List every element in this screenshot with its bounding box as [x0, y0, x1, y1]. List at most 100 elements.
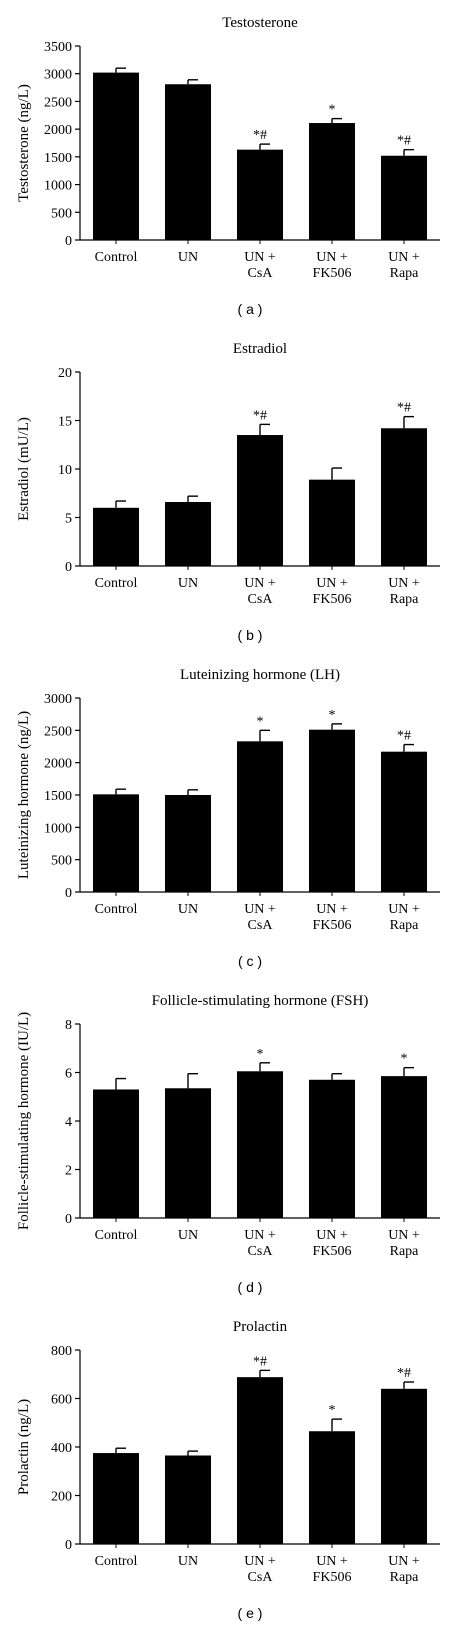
y-tick-label: 1000 [44, 179, 72, 194]
y-tick-label: 2000 [44, 123, 72, 138]
y-tick-label: 500 [51, 206, 72, 221]
y-tick-label: 600 [51, 1393, 72, 1408]
chart-panel-5: Prolactin Prolactin (ng/L) 0 200 400 600 800 Co… [16, 1319, 440, 1621]
chart-panel-2: Estradiol Estradiol (mU/L) 0 5 10 15 20 Control… [16, 341, 440, 643]
bar [309, 1079, 355, 1218]
y-tick-label: 1000 [44, 821, 72, 836]
x-tick-label: UN + [388, 1228, 420, 1243]
bar [237, 741, 283, 892]
significance-label: *# [397, 1366, 411, 1381]
significance-label: * [257, 714, 264, 729]
panel-label: ( d ) [238, 1279, 263, 1295]
x-tick-label: UN + [388, 576, 420, 591]
bar [93, 1453, 139, 1544]
x-tick-label: UN [178, 250, 198, 265]
y-tick-label: 6 [65, 1067, 72, 1082]
x-tick-label: Control [95, 902, 138, 917]
x-tick-label: CsA [248, 266, 274, 281]
bar [93, 507, 139, 566]
x-tick-label: UN + [316, 576, 348, 591]
significance-label: * [401, 1052, 408, 1067]
significance-label: * [329, 1403, 336, 1418]
y-tick-label: 800 [51, 1344, 72, 1359]
chart-title: Luteinizing hormone (LH) [180, 667, 340, 683]
y-tick-label: 8 [65, 1018, 72, 1033]
y-tick-label: 3500 [44, 40, 72, 55]
x-tick-label: Rapa [390, 1570, 420, 1585]
significance-label: *# [253, 1354, 267, 1369]
chart-panel-4: Follicle-stimulating hormone (FSH) Follic… [16, 993, 440, 1295]
chart-title: Follicle-stimulating hormone (FSH) [152, 993, 369, 1009]
y-axis-label: Testosterone (ng/L) [16, 84, 32, 202]
x-tick-label: UN + [388, 250, 420, 265]
x-tick-label: Rapa [390, 266, 420, 281]
y-tick-label: 2000 [44, 757, 72, 772]
bar [381, 751, 427, 892]
x-tick-label: UN [178, 1228, 198, 1243]
y-tick-label: 3000 [44, 68, 72, 83]
x-tick-label: UN + [244, 1228, 276, 1243]
x-tick-label: UN + [388, 902, 420, 917]
y-tick-label: 15 [58, 415, 72, 430]
x-tick-label: UN [178, 1554, 198, 1569]
x-tick-label: CsA [248, 592, 274, 607]
y-axis-label: Follicle-stimulating hormone (IU/L) [16, 1012, 32, 1230]
y-tick-label: 20 [58, 366, 72, 381]
y-axis-label: Luteinizing hormone (ng/L) [16, 711, 32, 879]
significance-label: * [329, 708, 336, 723]
x-tick-label: Rapa [390, 592, 420, 607]
y-tick-label: 400 [51, 1441, 72, 1456]
y-tick-label: 1500 [44, 789, 72, 804]
significance-label: *# [397, 401, 411, 416]
chart-panel-3: Luteinizing hormone (LH) Luteinizing horm… [16, 667, 440, 969]
x-tick-label: UN + [316, 902, 348, 917]
x-tick-label: FK506 [313, 592, 352, 607]
x-tick-label: CsA [248, 918, 274, 933]
y-tick-label: 0 [65, 234, 72, 249]
y-tick-label: 0 [65, 1538, 72, 1553]
bar [165, 501, 211, 566]
bar [309, 479, 355, 566]
x-tick-label: FK506 [313, 918, 352, 933]
x-tick-label: FK506 [313, 1244, 352, 1259]
y-tick-label: 5 [65, 512, 72, 527]
bar [309, 123, 355, 240]
bar [381, 155, 427, 240]
x-tick-label: CsA [248, 1244, 274, 1259]
x-tick-label: UN + [244, 250, 276, 265]
x-tick-label: CsA [248, 1570, 274, 1585]
significance-label: *# [397, 134, 411, 149]
bar [165, 84, 211, 240]
chart-title: Testosterone [222, 15, 298, 31]
bar [309, 729, 355, 892]
chart-title: Prolactin [233, 1319, 288, 1335]
significance-label: * [329, 103, 336, 118]
y-tick-label: 0 [65, 886, 72, 901]
x-tick-label: Control [95, 1554, 138, 1569]
chart-title: Estradiol [233, 341, 287, 357]
x-tick-label: Control [95, 1228, 138, 1243]
x-tick-label: UN + [244, 902, 276, 917]
bar [237, 149, 283, 240]
chart-panel-1: Testosterone Testosterone (ng/L) 0 500 1000 1… [16, 15, 440, 317]
panel-label: ( c ) [238, 953, 262, 969]
bar [93, 1089, 139, 1218]
y-tick-label: 3000 [44, 692, 72, 707]
x-tick-label: UN + [316, 1554, 348, 1569]
x-tick-label: UN [178, 902, 198, 917]
y-tick-label: 0 [65, 560, 72, 575]
bar [309, 1431, 355, 1544]
y-tick-label: 1500 [44, 151, 72, 166]
y-axis-label: Estradiol (mU/L) [16, 417, 32, 521]
y-tick-label: 500 [51, 854, 72, 869]
x-tick-label: Rapa [390, 918, 420, 933]
y-tick-label: 2500 [44, 724, 72, 739]
significance-label: *# [397, 729, 411, 744]
x-tick-label: UN + [388, 1554, 420, 1569]
x-tick-label: Control [95, 250, 138, 265]
y-tick-label: 4 [65, 1115, 72, 1130]
y-axis-label: Prolactin (ng/L) [16, 1399, 32, 1495]
bar [237, 435, 283, 566]
x-tick-label: UN + [244, 576, 276, 591]
